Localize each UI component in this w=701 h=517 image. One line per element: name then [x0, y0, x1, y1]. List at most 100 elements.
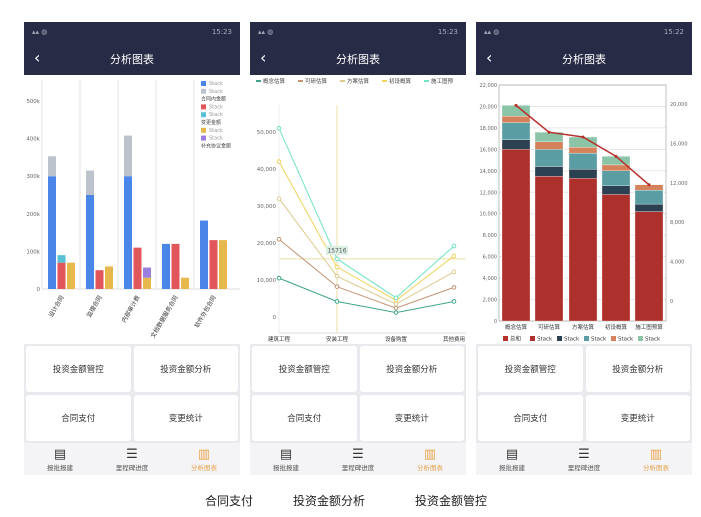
bar-segment — [86, 195, 94, 289]
nav-label: 报批报建 — [273, 463, 299, 472]
investment-analysis-button[interactable]: 投资金额分析 — [133, 346, 238, 392]
y-tick-label: 40,000 — [257, 167, 277, 173]
y2-tick-label: 0 — [670, 299, 673, 305]
nav-label: 里程碑进度 — [567, 463, 601, 472]
data-point[interactable] — [451, 243, 457, 249]
tooltip-value: 15716 — [327, 247, 346, 254]
nav-label: 分析图表 — [417, 463, 443, 472]
nav-milestone[interactable]: ☰ 里程碑进度 — [322, 443, 394, 475]
data-point[interactable] — [276, 159, 282, 164]
total-point[interactable] — [547, 130, 551, 134]
nav-charts[interactable]: ▥ 分析图表 — [394, 443, 466, 475]
legend-label: Stack — [209, 128, 223, 134]
change-stats-button[interactable]: 变更统计 — [359, 395, 464, 441]
nav-approval[interactable]: ▤ 报批报建 — [24, 443, 96, 475]
data-point[interactable] — [393, 301, 399, 307]
y-tick-label: 4,000 — [483, 276, 497, 282]
change-stats-button[interactable]: 变更统计 — [133, 395, 238, 441]
y2-tick-label: 12,000 — [670, 181, 688, 187]
nav-charts[interactable]: ▥ 分析图表 — [620, 443, 692, 475]
data-point[interactable] — [451, 253, 457, 259]
back-arrow-icon[interactable]: ‹ — [34, 48, 41, 67]
bar-segment — [568, 169, 598, 179]
page-title: 分析图表 — [110, 52, 154, 66]
bar-segment — [634, 203, 664, 212]
total-point[interactable] — [647, 183, 651, 187]
data-point[interactable] — [334, 299, 340, 304]
data-point[interactable] — [276, 126, 282, 131]
nav-approval[interactable]: ▤ 报批报建 — [476, 443, 548, 475]
investment-analysis-button[interactable]: 投资金额分析 — [585, 346, 690, 392]
chart-svg: 0 100k 200k 300k 400k 500k 设计合同 监理合同 内部审计费 文档数据服务… — [26, 80, 240, 340]
data-point[interactable] — [451, 299, 457, 304]
bar-segment — [501, 122, 531, 140]
investment-control-button[interactable]: 投资金额管控 — [26, 346, 131, 392]
bar-segment — [634, 211, 664, 322]
data-point[interactable] — [393, 305, 399, 311]
back-arrow-icon[interactable]: ‹ — [260, 48, 267, 67]
data-point[interactable] — [334, 256, 340, 262]
y-tick-label: 20,000 — [257, 241, 277, 247]
bar-segment — [171, 243, 180, 289]
legend-label: Stack — [209, 89, 223, 95]
data-point[interactable] — [334, 264, 340, 270]
legend-swatch — [201, 104, 206, 110]
data-point[interactable] — [334, 274, 340, 279]
x-tick-label: 文档数据服务合同 — [149, 294, 180, 340]
contract-payment-button[interactable]: 合同支付 — [478, 395, 583, 441]
contract-payment-button[interactable]: 合同支付 — [26, 395, 131, 441]
nav-milestone[interactable]: ☰ 里程碑进度 — [548, 443, 620, 475]
data-point[interactable] — [451, 285, 457, 290]
data-point[interactable] — [393, 295, 399, 301]
investment-analysis-button[interactable]: 投资金额分析 — [359, 346, 464, 392]
status-bar: ▴▴ ◍ 15:22 — [476, 22, 692, 42]
data-point[interactable] — [393, 310, 399, 315]
total-point[interactable] — [614, 154, 618, 158]
x-tick-label: 监理合同 — [85, 294, 104, 319]
legend-label: Stack — [537, 337, 553, 343]
legend-swatch — [201, 81, 206, 86]
total-point[interactable] — [581, 135, 585, 139]
data-point[interactable] — [276, 237, 282, 242]
bar-segment — [568, 152, 598, 170]
data-point[interactable] — [276, 196, 282, 201]
investment-control-button[interactable]: 投资金额管控 — [478, 346, 583, 392]
bar-segment — [568, 178, 598, 322]
series-line — [278, 238, 455, 309]
legend-swatch — [638, 336, 643, 341]
bar-segment — [601, 170, 631, 186]
investment-control-button[interactable]: 投资金额管控 — [252, 346, 357, 392]
bar-segment — [48, 176, 56, 289]
nav-milestone[interactable]: ☰ 里程碑进度 — [96, 443, 168, 475]
x-tick-label: 内部审计费 — [120, 294, 142, 324]
back-arrow-icon[interactable]: ‹ — [486, 48, 493, 67]
data-point[interactable] — [276, 275, 282, 281]
legend-swatch — [201, 135, 206, 141]
bar-segment — [143, 277, 151, 289]
legend-swatch — [340, 80, 345, 82]
legend-swatch — [201, 112, 206, 118]
contract-payment-button[interactable]: 合同支付 — [252, 395, 357, 441]
status-time: 15:22 — [663, 28, 684, 36]
x-tick-label: 概念估算 — [505, 323, 528, 331]
change-stats-button[interactable]: 变更统计 — [585, 395, 690, 441]
y-tick-label: 8,000 — [483, 233, 497, 239]
nav-label: 里程碑进度 — [341, 463, 375, 472]
y2-tick-label: 4,000 — [670, 260, 684, 266]
legend-group-label: 变更金额 — [201, 119, 221, 126]
data-point[interactable] — [334, 284, 340, 289]
y-tick-label: 300k — [26, 174, 40, 180]
chart-svg: 0 2,000 4,000 6,000 8,000 10,000 12,000 14,000 1… — [480, 83, 688, 343]
data-point[interactable] — [451, 269, 457, 275]
bar-chart-icon: ▥ — [197, 446, 211, 462]
nav-approval[interactable]: ▤ 报批报建 — [250, 443, 322, 475]
document-user-icon: ▤ — [53, 446, 67, 462]
phone-screen-2: ▴▴ ◍ 15:23 ‹ 分析图表 概念估算 可研估算 方案估算 初设概算 施工图预 0 10,00… — [250, 22, 466, 475]
signal-icon: ▴▴ ◍ — [258, 28, 274, 36]
page-title: 分析图表 — [336, 52, 380, 66]
nav-charts[interactable]: ▥ 分析图表 — [168, 443, 240, 475]
y-tick-label: 12,000 — [480, 190, 498, 196]
total-point[interactable] — [514, 103, 518, 107]
x-tick-label: 可研估算 — [538, 323, 561, 331]
document-user-icon: ▤ — [505, 446, 519, 462]
